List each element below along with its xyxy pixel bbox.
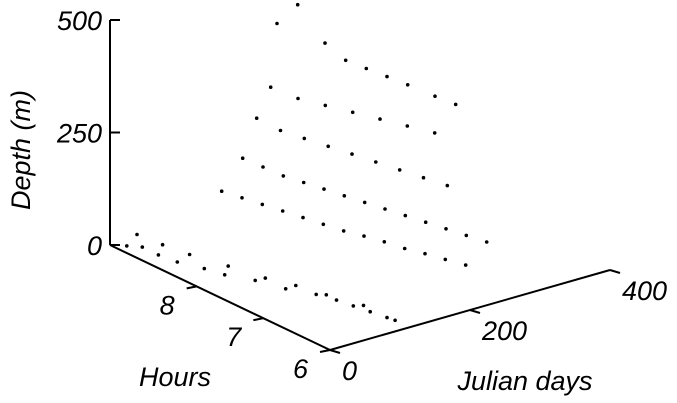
data-point bbox=[423, 220, 428, 224]
data-point bbox=[397, 168, 402, 172]
data-point bbox=[160, 242, 165, 247]
data-point bbox=[464, 233, 469, 238]
axes bbox=[109, 20, 611, 351]
data-point bbox=[268, 85, 273, 89]
data-point bbox=[382, 240, 387, 244]
data-point bbox=[323, 103, 328, 108]
data-point bbox=[275, 21, 279, 26]
data-point bbox=[175, 260, 180, 264]
data-point bbox=[362, 234, 366, 238]
data-point bbox=[343, 58, 348, 63]
data-point bbox=[350, 152, 354, 156]
data-point bbox=[302, 136, 307, 141]
ticks: 0 200 400 6 7 8 0 250 500 bbox=[56, 6, 667, 386]
data-point bbox=[385, 315, 389, 320]
data-point bbox=[342, 194, 347, 198]
data-point bbox=[226, 264, 230, 268]
data-point bbox=[253, 278, 257, 283]
z-tick-label: 500 bbox=[57, 6, 102, 36]
y-tick-label: 8 bbox=[160, 290, 175, 320]
data-point bbox=[350, 110, 355, 115]
data-point bbox=[281, 174, 286, 178]
data-point bbox=[280, 209, 285, 213]
data-point bbox=[321, 222, 326, 227]
data-points bbox=[125, 2, 489, 323]
data-point bbox=[405, 124, 410, 128]
z-axis-label: Depth (m) bbox=[6, 90, 36, 210]
data-point bbox=[278, 128, 283, 133]
data-point bbox=[423, 251, 427, 256]
x-tick-label: 200 bbox=[481, 316, 527, 346]
data-point bbox=[383, 207, 387, 211]
data-point bbox=[314, 292, 319, 297]
data-point bbox=[393, 318, 397, 323]
y-axis-line bbox=[109, 244, 331, 351]
data-point bbox=[463, 263, 468, 267]
data-point bbox=[140, 245, 145, 249]
data-point bbox=[283, 287, 288, 291]
data-point bbox=[263, 276, 268, 280]
y-tick-mark bbox=[253, 317, 264, 322]
data-point bbox=[323, 41, 327, 45]
data-point bbox=[219, 189, 224, 193]
y-tick-label: 7 bbox=[226, 322, 242, 352]
data-point bbox=[362, 200, 367, 205]
data-point bbox=[295, 2, 300, 7]
data-point bbox=[368, 309, 373, 314]
data-point bbox=[322, 187, 326, 191]
y-tick-mark bbox=[319, 349, 331, 353]
data-point bbox=[341, 229, 346, 233]
data-point bbox=[334, 298, 339, 302]
data-point bbox=[296, 96, 300, 101]
data-point bbox=[202, 266, 207, 271]
data-point bbox=[326, 144, 331, 149]
data-point bbox=[260, 202, 265, 207]
data-point bbox=[444, 227, 448, 231]
x-axis-label: Julian days bbox=[456, 366, 592, 396]
data-point bbox=[324, 293, 329, 297]
data-point bbox=[187, 252, 192, 257]
x-tick-mark bbox=[609, 269, 621, 274]
data-point bbox=[402, 246, 407, 251]
data-point bbox=[405, 83, 410, 87]
data-point bbox=[240, 156, 245, 160]
data-point bbox=[433, 94, 437, 98]
data-point bbox=[432, 131, 437, 135]
x-tick-mark bbox=[329, 349, 341, 354]
data-point bbox=[135, 232, 139, 237]
data-point bbox=[301, 215, 305, 220]
z-tick-label: 250 bbox=[56, 119, 102, 149]
data-point bbox=[351, 304, 356, 308]
x-tick-mark bbox=[469, 309, 481, 314]
z-tick-label: 0 bbox=[87, 231, 102, 261]
data-point bbox=[240, 196, 244, 200]
data-point bbox=[421, 175, 426, 180]
y-tick-mark bbox=[186, 285, 197, 290]
data-point bbox=[156, 253, 161, 257]
data-point bbox=[378, 117, 382, 121]
data-point bbox=[445, 183, 450, 188]
data-point bbox=[443, 257, 448, 262]
data-point bbox=[484, 240, 489, 244]
data-point bbox=[453, 102, 458, 107]
data-point bbox=[301, 180, 306, 185]
data-point bbox=[294, 283, 298, 288]
data-point bbox=[254, 116, 259, 120]
data-point bbox=[374, 160, 378, 164]
data-point bbox=[403, 213, 408, 218]
data-point bbox=[364, 66, 369, 71]
data-point bbox=[261, 165, 265, 169]
data-point bbox=[125, 244, 129, 248]
y-tick-label: 6 bbox=[293, 354, 309, 384]
y-axis-label: Hours bbox=[139, 362, 211, 392]
x-tick-label: 0 bbox=[342, 356, 357, 386]
data-point bbox=[361, 303, 366, 308]
x-tick-label: 400 bbox=[622, 276, 667, 306]
data-point bbox=[222, 273, 227, 277]
data-point bbox=[385, 74, 389, 79]
